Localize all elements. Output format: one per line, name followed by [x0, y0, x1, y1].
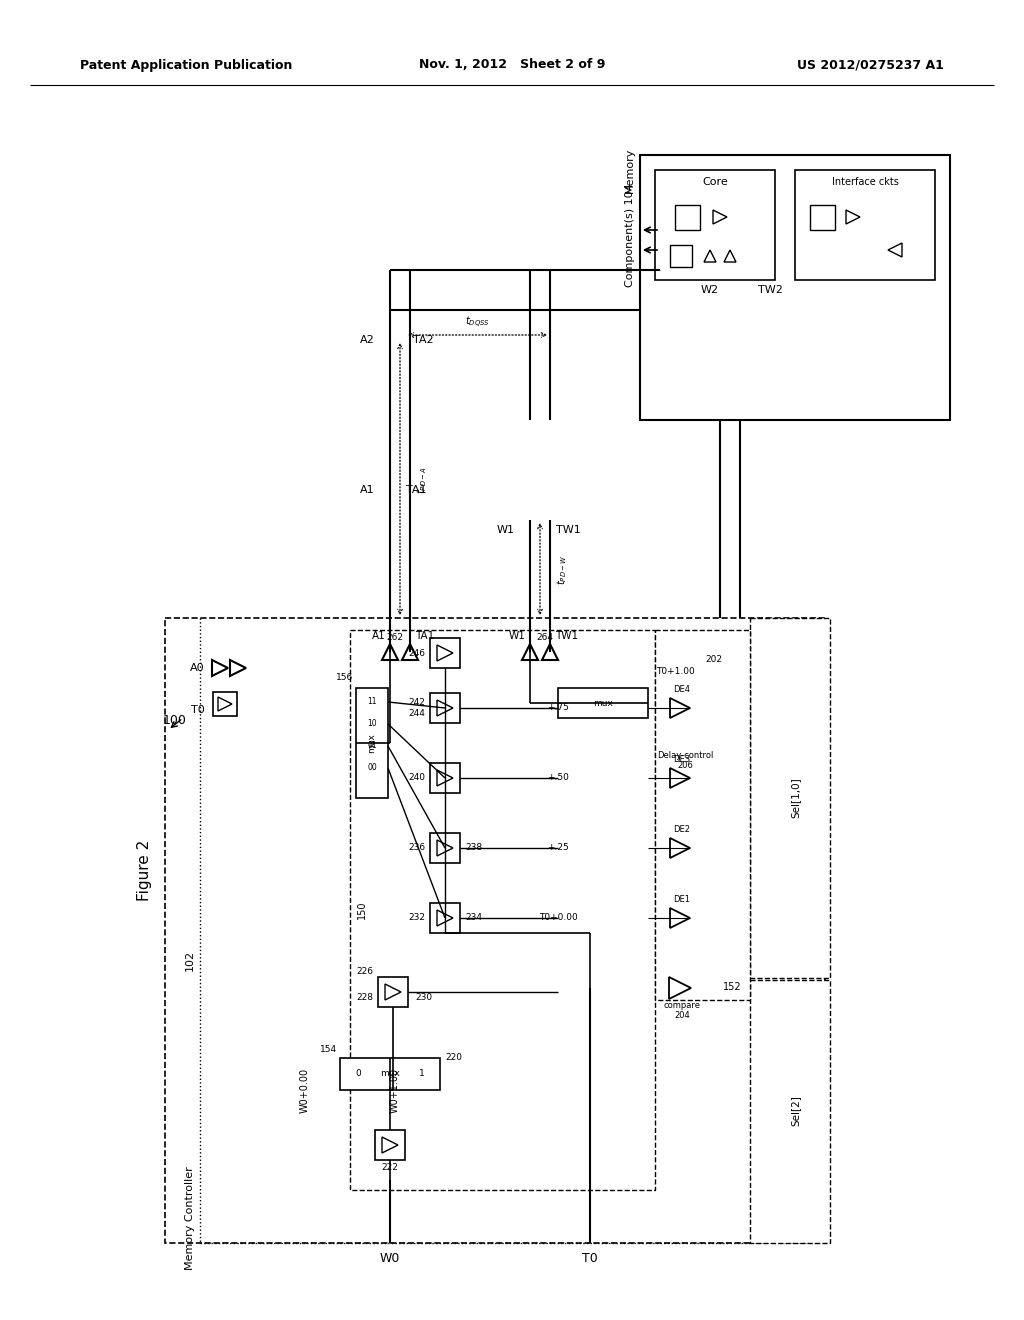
Text: +.50: +.50: [547, 774, 569, 783]
Bar: [795, 170, 935, 280]
Text: 226: 226: [356, 968, 373, 977]
Text: 262: 262: [386, 632, 403, 642]
Text: Delay-control: Delay-control: [656, 751, 713, 759]
Bar: [430, 638, 460, 668]
Text: 236: 236: [408, 843, 425, 853]
Text: mux: mux: [380, 1069, 400, 1078]
Text: t$_{PD-A}$: t$_{PD-A}$: [415, 466, 429, 494]
Text: 100: 100: [163, 714, 187, 726]
Text: 102: 102: [185, 949, 195, 970]
Text: TW1: TW1: [556, 525, 581, 535]
Text: A2: A2: [360, 335, 375, 345]
Text: t$_{PD-W}$: t$_{PD-W}$: [555, 554, 568, 585]
Text: TW2: TW2: [758, 285, 782, 294]
Text: Patent Application Publication: Patent Application Publication: [80, 58, 293, 71]
Text: DE3: DE3: [674, 755, 690, 764]
Text: T0: T0: [191, 705, 205, 715]
Text: 01: 01: [368, 742, 377, 751]
Text: 264: 264: [537, 632, 554, 642]
Text: 234: 234: [465, 913, 482, 923]
Text: 11: 11: [368, 697, 377, 706]
Text: 230: 230: [415, 993, 432, 1002]
Text: T0: T0: [582, 1251, 598, 1265]
Bar: [750, 618, 830, 978]
Bar: [655, 170, 775, 280]
Text: 150: 150: [357, 900, 367, 919]
Text: A1: A1: [360, 484, 375, 495]
Text: 222: 222: [382, 1163, 398, 1172]
Text: TA1: TA1: [406, 484, 427, 495]
Text: A1: A1: [373, 631, 386, 642]
Text: DE1: DE1: [674, 895, 690, 904]
Bar: [655, 630, 750, 1001]
Text: t$_{DQSS}$: t$_{DQSS}$: [465, 314, 489, 330]
Text: 0: 0: [355, 1069, 360, 1078]
Bar: [670, 246, 692, 267]
Text: 240: 240: [408, 774, 425, 783]
Text: 152: 152: [723, 982, 742, 993]
Text: W0+1.00: W0+1.00: [390, 1068, 400, 1113]
Text: W0+0.00: W0+0.00: [300, 1068, 310, 1113]
Text: mux: mux: [368, 733, 377, 752]
Text: TA2: TA2: [413, 335, 433, 345]
Text: 00: 00: [368, 763, 377, 772]
Text: compare: compare: [664, 1001, 700, 1010]
Bar: [430, 693, 460, 723]
Bar: [213, 692, 237, 715]
Text: 156: 156: [336, 673, 353, 682]
Text: mux: mux: [593, 698, 613, 708]
Text: Interface ckts: Interface ckts: [831, 177, 898, 187]
Text: Figure 2: Figure 2: [137, 840, 153, 900]
Text: Sel[1,0]: Sel[1,0]: [790, 777, 800, 818]
Bar: [356, 688, 388, 799]
Text: +.75: +.75: [547, 704, 569, 713]
Text: Sel[2]: Sel[2]: [790, 1096, 800, 1126]
Text: TA1: TA1: [415, 631, 434, 642]
Bar: [350, 630, 655, 1191]
Bar: [675, 205, 700, 230]
Bar: [378, 977, 408, 1007]
Bar: [165, 618, 825, 1243]
Bar: [430, 833, 460, 863]
Text: 242
244: 242 244: [409, 698, 425, 718]
Text: T0+1.00: T0+1.00: [655, 668, 694, 676]
Text: 206: 206: [677, 760, 693, 770]
Bar: [375, 1130, 406, 1160]
Text: Component(s) 104: Component(s) 104: [625, 183, 635, 286]
Bar: [640, 154, 950, 420]
Bar: [430, 763, 460, 793]
Text: 238: 238: [465, 843, 482, 853]
Text: TW1: TW1: [555, 631, 579, 642]
Text: T0+0.00: T0+0.00: [539, 913, 578, 923]
Text: +.25: +.25: [547, 843, 569, 853]
Bar: [810, 205, 835, 230]
Text: 1: 1: [419, 1069, 425, 1078]
Text: A0: A0: [190, 663, 205, 673]
Text: 220: 220: [445, 1053, 462, 1063]
Text: W2: W2: [701, 285, 719, 294]
Text: W0: W0: [380, 1251, 400, 1265]
Bar: [750, 979, 830, 1243]
Bar: [340, 1059, 440, 1090]
Text: 246: 246: [408, 648, 425, 657]
Text: Memory Controller: Memory Controller: [185, 1166, 195, 1270]
Text: 232: 232: [408, 913, 425, 923]
Text: 154: 154: [319, 1045, 337, 1055]
Bar: [430, 903, 460, 933]
Text: Nov. 1, 2012   Sheet 2 of 9: Nov. 1, 2012 Sheet 2 of 9: [419, 58, 605, 71]
Text: DE4: DE4: [674, 685, 690, 694]
Text: Memory: Memory: [625, 148, 635, 193]
Text: 228: 228: [356, 993, 373, 1002]
Text: US 2012/0275237 A1: US 2012/0275237 A1: [797, 58, 944, 71]
Text: W1: W1: [509, 631, 526, 642]
Text: 10: 10: [368, 719, 377, 729]
Bar: [558, 688, 648, 718]
Text: Core: Core: [702, 177, 728, 187]
Text: 204: 204: [674, 1011, 690, 1019]
Text: DE2: DE2: [674, 825, 690, 834]
Text: 202: 202: [705, 656, 722, 664]
Text: W1: W1: [497, 525, 515, 535]
